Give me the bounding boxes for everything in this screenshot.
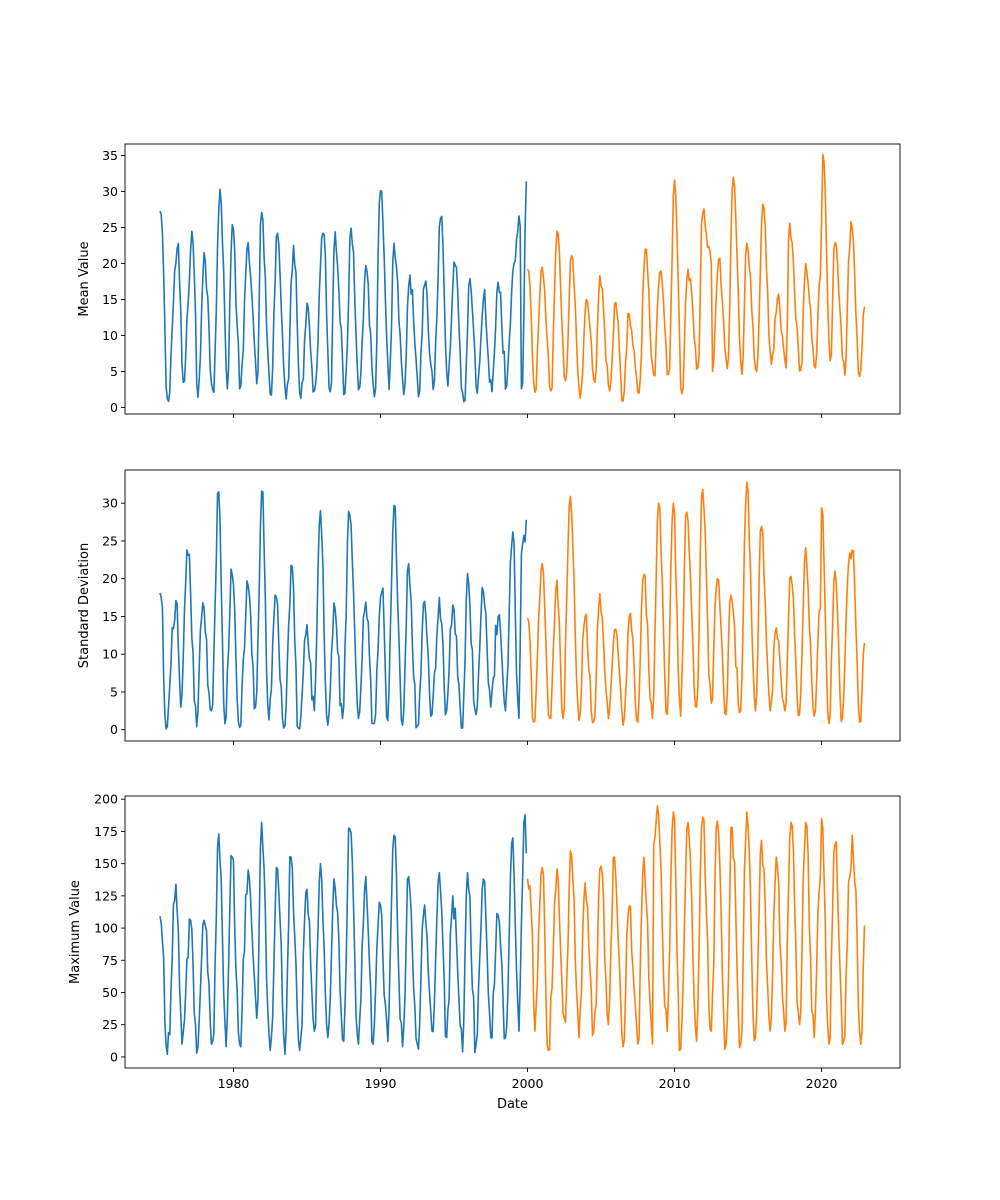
axes-frame: [124, 143, 901, 415]
y-tick-label: 75: [102, 953, 118, 968]
axes-frame: [124, 795, 901, 1069]
y-axis-label: Standard Deviation: [77, 543, 92, 668]
y-tick-label: 20: [102, 256, 118, 271]
y-tick-label: 5: [110, 364, 118, 379]
y-tick-label: 30: [102, 496, 118, 511]
x-axis-label: Date: [497, 1097, 528, 1112]
y-tick-label: 30: [102, 184, 118, 199]
y-tick-label: 150: [94, 856, 118, 871]
y-tick-label: 10: [102, 647, 118, 662]
x-tick-label: 2000: [512, 1076, 544, 1091]
y-tick-label: 125: [94, 888, 118, 903]
y-tick-label: 20: [102, 571, 118, 586]
y-tick-label: 25: [102, 533, 118, 548]
y-tick-label: 0: [110, 722, 118, 737]
standard-deviation-panel: 0 5 10 15 20 25 30 Standard Deviation: [77, 469, 901, 745]
x-tick-label: 2020: [806, 1076, 838, 1091]
series-line-orange: [526, 154, 866, 402]
y-tick-label: 100: [94, 921, 118, 936]
axes-frame: [124, 469, 901, 742]
y-tick-label: 200: [94, 792, 118, 807]
maximum-value-panel: 0 25 50 75 100 125 150 175 200 1980 1990 2000 2010 20…: [68, 792, 901, 1112]
y-tick-label: 0: [110, 1049, 118, 1064]
y-tick-label: 10: [102, 328, 118, 343]
y-tick-label: 0: [110, 400, 118, 415]
series-line-orange: [526, 804, 866, 1052]
x-tick-label: 2010: [659, 1076, 691, 1091]
y-axis-label: Maximum Value: [68, 880, 83, 984]
x-tick-label: 1980: [218, 1076, 250, 1091]
y-tick-label: 25: [102, 1017, 118, 1032]
mean-value-panel: 0 5 10 15 20 25 30 35 Mean Value: [77, 143, 901, 418]
series-line-orange: [526, 481, 866, 726]
y-tick-label: 5: [110, 684, 118, 699]
y-tick-label: 15: [102, 292, 118, 307]
y-tick-label: 50: [102, 985, 118, 1000]
y-tick-label: 35: [102, 148, 118, 163]
series-line-blue: [159, 490, 528, 730]
series-line-blue: [159, 181, 528, 403]
y-axis-label: Mean Value: [77, 241, 92, 316]
y-tick-label: 15: [102, 609, 118, 624]
series-line-blue: [159, 813, 528, 1056]
x-tick-label: 1990: [365, 1076, 397, 1091]
y-tick-label: 25: [102, 220, 118, 235]
y-tick-label: 175: [94, 824, 118, 839]
